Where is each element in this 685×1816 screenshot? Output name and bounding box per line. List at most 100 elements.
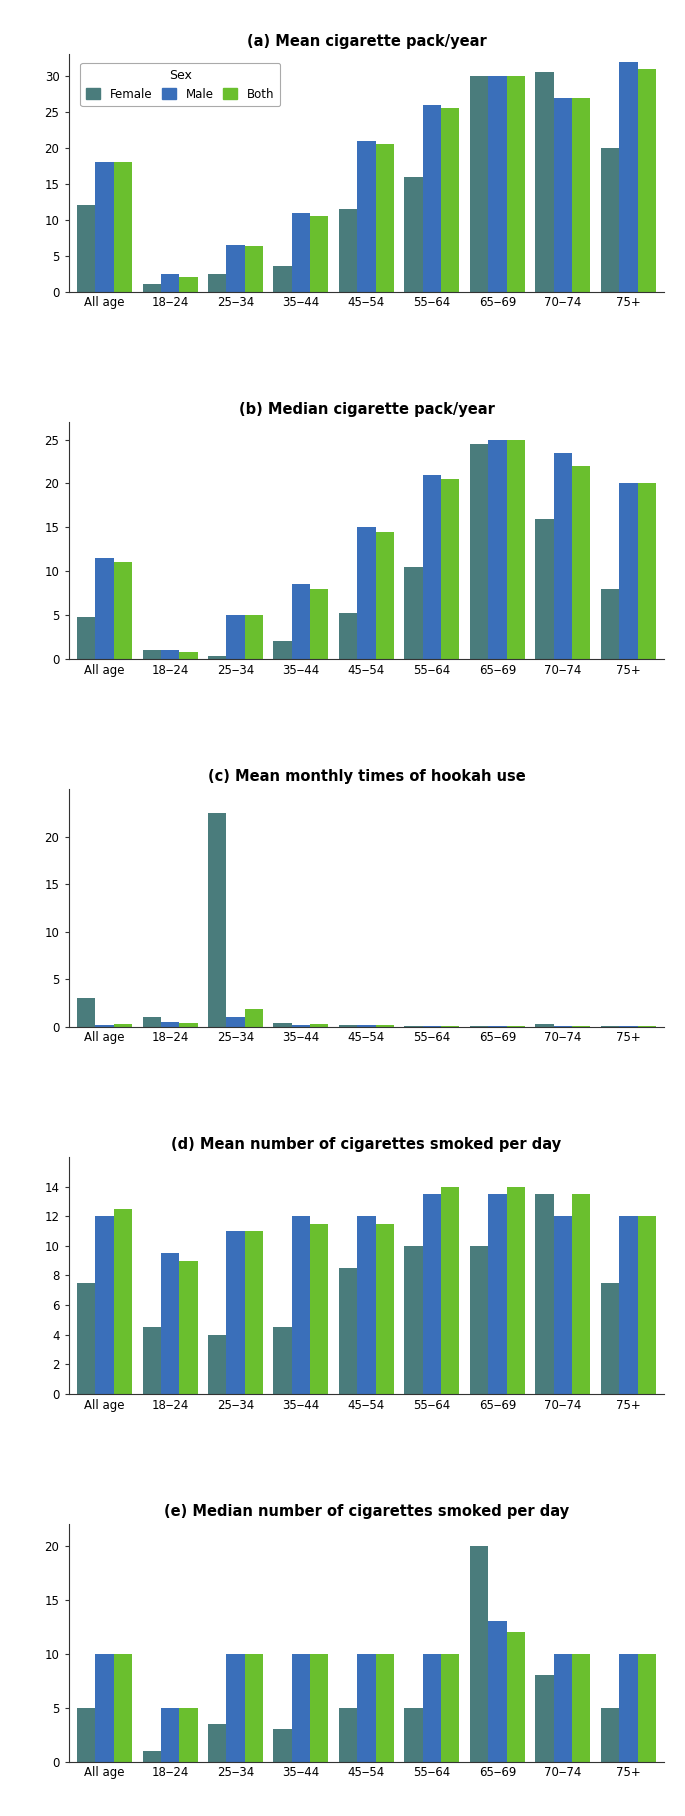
Bar [95, 1217, 114, 1395]
Bar [245, 616, 263, 659]
Bar [77, 999, 95, 1026]
Bar [404, 1707, 423, 1762]
Bar [161, 274, 179, 292]
Title: (a) Mean cigarette pack/year: (a) Mean cigarette pack/year [247, 35, 486, 49]
Bar [245, 1231, 263, 1395]
Bar [208, 274, 226, 292]
Bar [95, 558, 114, 659]
Bar [273, 1729, 292, 1762]
Bar [404, 1246, 423, 1395]
Bar [536, 73, 553, 292]
Bar [77, 617, 95, 659]
Bar [404, 567, 423, 659]
Bar [488, 1193, 507, 1395]
Bar [161, 650, 179, 659]
Bar [358, 527, 375, 659]
Bar [488, 76, 507, 292]
Bar [339, 1707, 358, 1762]
Bar [114, 1654, 132, 1762]
Bar [245, 247, 263, 292]
Bar [208, 1335, 226, 1395]
Title: (c) Mean monthly times of hookah use: (c) Mean monthly times of hookah use [208, 770, 525, 785]
Bar [423, 105, 441, 292]
Bar [310, 1224, 329, 1395]
Bar [375, 143, 394, 292]
Bar [226, 616, 245, 659]
Title: (b) Median cigarette pack/year: (b) Median cigarette pack/year [238, 401, 495, 416]
Bar [358, 1654, 375, 1762]
Bar [292, 585, 310, 659]
Bar [245, 1010, 263, 1026]
Bar [292, 1024, 310, 1026]
Bar [619, 483, 638, 659]
Bar [77, 1707, 95, 1762]
Bar [310, 216, 329, 292]
Bar [95, 1654, 114, 1762]
Bar [310, 588, 329, 659]
Bar [404, 176, 423, 292]
Bar [536, 1193, 553, 1395]
Bar [638, 483, 656, 659]
Bar [601, 1707, 619, 1762]
Bar [114, 1024, 132, 1026]
Bar [638, 69, 656, 292]
Bar [310, 1024, 329, 1026]
Legend: Female, Male, Both: Female, Male, Both [80, 64, 280, 107]
Bar [553, 1654, 572, 1762]
Bar [553, 98, 572, 292]
Bar [339, 1268, 358, 1395]
Bar [441, 109, 460, 292]
Bar [208, 1723, 226, 1762]
Bar [142, 285, 161, 292]
Bar [619, 62, 638, 292]
Bar [572, 1654, 590, 1762]
Bar [226, 1231, 245, 1395]
Bar [95, 162, 114, 292]
Bar [142, 650, 161, 659]
Bar [339, 209, 358, 292]
Bar [142, 1751, 161, 1762]
Bar [441, 1186, 460, 1395]
Bar [208, 814, 226, 1026]
Bar [572, 98, 590, 292]
Bar [488, 439, 507, 659]
Bar [488, 1622, 507, 1762]
Bar [470, 443, 488, 659]
Bar [77, 205, 95, 292]
Bar [572, 467, 590, 659]
Bar [423, 1654, 441, 1762]
Bar [470, 76, 488, 292]
Bar [601, 588, 619, 659]
Bar [179, 278, 197, 292]
Bar [179, 1022, 197, 1026]
Bar [358, 140, 375, 292]
Bar [441, 479, 460, 659]
Bar [507, 1186, 525, 1395]
Bar [375, 532, 394, 659]
Bar [310, 1654, 329, 1762]
Bar [507, 439, 525, 659]
Bar [142, 1017, 161, 1026]
Bar [208, 656, 226, 659]
Bar [161, 1253, 179, 1395]
Bar [375, 1654, 394, 1762]
Bar [179, 1260, 197, 1395]
Bar [161, 1022, 179, 1026]
Bar [292, 212, 310, 292]
Bar [619, 1217, 638, 1395]
Bar [161, 1707, 179, 1762]
Bar [179, 652, 197, 659]
Bar [339, 614, 358, 659]
Bar [142, 1327, 161, 1395]
Bar [470, 1545, 488, 1762]
Bar [601, 1282, 619, 1395]
Bar [423, 1193, 441, 1395]
Bar [638, 1217, 656, 1395]
Bar [226, 245, 245, 292]
Bar [536, 1676, 553, 1762]
Bar [114, 563, 132, 659]
Bar [507, 1633, 525, 1762]
Bar [114, 162, 132, 292]
Bar [114, 1209, 132, 1395]
Bar [375, 1224, 394, 1395]
